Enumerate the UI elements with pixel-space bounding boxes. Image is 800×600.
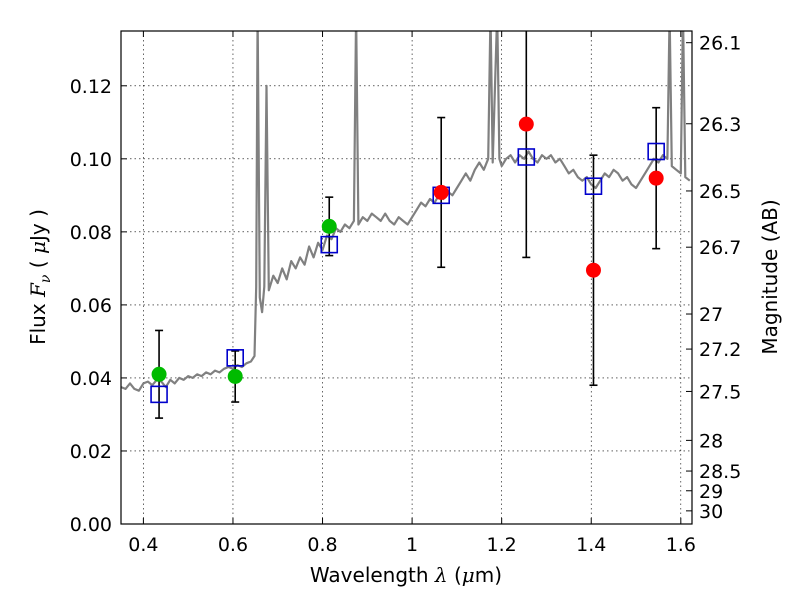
- y2-tick-label: 26.7: [699, 237, 741, 259]
- data-point-square: [517, 148, 536, 166]
- data-point-square: [226, 349, 244, 367]
- y2-tick-label: 27.2: [699, 339, 741, 361]
- y-tick-label: 0.10: [70, 149, 112, 171]
- y2-tick-label: 28.5: [699, 461, 741, 483]
- y-tick-label: 0.08: [70, 222, 112, 244]
- y-tick-label: 0.06: [70, 295, 112, 317]
- x-tick-label: 0.8: [307, 534, 337, 556]
- y-tick-label: 0.02: [70, 441, 112, 463]
- data-point-circle: [585, 262, 601, 278]
- circle-markers: [151, 116, 664, 384]
- x-tick-label: 0.6: [218, 534, 248, 556]
- y-axis-label-unit: Jy ): [26, 209, 50, 243]
- data-point-square: [584, 177, 603, 196]
- y-axis-label-open: (: [26, 254, 50, 275]
- y2-tick-label: 26.3: [699, 114, 741, 136]
- data-point-square: [647, 142, 665, 161]
- y-tick-label: 0.00: [70, 514, 112, 536]
- x-tick-label: 1.4: [576, 534, 606, 556]
- data-point-circle: [321, 218, 337, 234]
- data-point-square: [320, 235, 339, 254]
- y-tick-label: 0.04: [70, 368, 112, 390]
- error-bars: [155, 31, 661, 419]
- x-axis-label-lambda: λ: [434, 563, 448, 587]
- data-point-circle: [151, 366, 167, 382]
- x-axis-label-mu: μ: [462, 563, 475, 587]
- y-ticks: 0.00 0.02 0.04 0.06 0.08 0.10 0.12: [70, 76, 127, 536]
- data-point-circle: [433, 184, 449, 200]
- x-tick-label: 1.6: [666, 534, 696, 556]
- y-axis-label-text: Flux: [26, 297, 50, 345]
- x-axis-label-unit: m): [475, 563, 502, 587]
- data-point-circle: [648, 170, 664, 186]
- x-ticks: 0.4 0.6 0.8 1 1.2 1.4 1.6: [128, 31, 696, 556]
- y-tick-label: 0.12: [70, 76, 112, 98]
- y-axis-label-mu: μ: [26, 241, 50, 254]
- data-point-circle: [518, 116, 534, 132]
- y-axis-label-f: F: [26, 282, 50, 298]
- plot-frame: [120, 30, 693, 525]
- x-axis-label-text: Wavelength: [310, 563, 435, 587]
- y2-tick-label: 29: [699, 481, 723, 503]
- x-axis-label-paren: (: [448, 563, 462, 587]
- x-tick-label: 1.2: [487, 534, 517, 556]
- y-axis-label-nu: ν: [38, 274, 54, 283]
- x-axis-label: Wavelength λ (μm): [310, 563, 502, 587]
- y2-tick-label: 26.1: [699, 33, 741, 55]
- y2-tick-label: 28: [699, 430, 723, 452]
- data-point-circle: [227, 368, 243, 384]
- grid-lines: [121, 31, 692, 525]
- y2-tick-label: 27: [699, 304, 723, 326]
- spectrum-line: [121, 31, 691, 392]
- square-markers: [150, 142, 665, 404]
- x-tick-label: 1: [406, 534, 418, 556]
- y2-tick-label: 27.5: [699, 381, 741, 403]
- y2-tick-label: 26.5: [699, 181, 741, 203]
- x-tick-label: 0.4: [128, 534, 158, 556]
- y2-tick-label: 30: [699, 501, 723, 523]
- data-point-square: [150, 385, 168, 404]
- model-spectrum: [121, 31, 691, 392]
- y-axis-label: Flux Fν ( μJy ): [26, 209, 54, 345]
- y2-axis-label: Magnitude (AB): [758, 199, 782, 354]
